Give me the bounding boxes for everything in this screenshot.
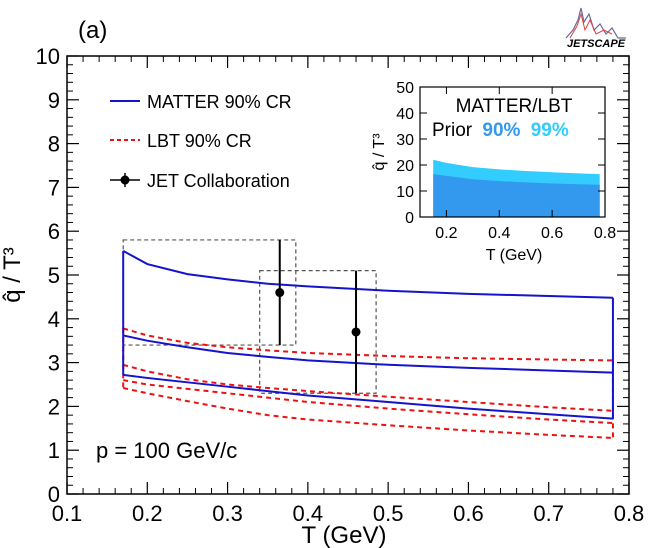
y-tick-label: 1 <box>48 438 60 463</box>
jet-data-point <box>351 327 361 337</box>
inset-band-90-label: 90% <box>482 120 520 141</box>
inset-frame <box>419 86 606 218</box>
x-tick-label: 0.5 <box>373 501 404 526</box>
inset-y-tick-label: 0 <box>405 210 414 227</box>
inset-prior-label: Prior 90% 99% <box>432 120 569 141</box>
inset-y-tick-label: 30 <box>396 132 414 149</box>
inset-plot: 0.2 0.4 0.6 0.8 0 10 20 30 40 50 MATTER/LBT Prior… <box>371 80 616 264</box>
jet-uncertainty-box <box>259 270 377 394</box>
inset-x-tick-label: 0.6 <box>541 225 563 242</box>
jetscape-logo: JETSCAPE <box>565 7 626 50</box>
main-axis-ticks: 0.1 0.2 0.3 0.4 0.5 0.6 0.7 0.8 1 2 3 4 5 6 7 8 9 10 <box>36 44 645 526</box>
jet-uncertainty-box <box>122 239 297 346</box>
lbt-curve-lower <box>122 387 613 439</box>
legend-lbt-label: LBT 90% CR <box>147 131 252 151</box>
inset-x-tick-label: 0.4 <box>488 225 510 242</box>
x-tick-label: 0.2 <box>132 501 163 526</box>
inset-y-tick-label: 50 <box>396 80 414 97</box>
logo-wave-red <box>569 12 613 39</box>
x-tick-label: 0.7 <box>533 501 564 526</box>
matter-curve-upper <box>122 250 613 299</box>
y-tick-label: 8 <box>48 132 60 157</box>
y-tick-label: 3 <box>48 351 60 376</box>
legend-jet-label: JET Collaboration <box>147 171 290 191</box>
inset-bands <box>433 159 600 217</box>
y-tick-label: 9 <box>48 88 60 113</box>
legend-jet-marker <box>120 175 130 185</box>
panel-label: (a) <box>78 17 107 44</box>
inset-x-tick-label: 0.8 <box>594 225 616 242</box>
y-tick-label: 6 <box>48 219 60 244</box>
inset-axis-ticks: 0.2 0.4 0.6 0.8 0 10 20 30 40 50 <box>396 80 616 242</box>
y-tick-label: 5 <box>48 263 60 288</box>
y-tick-0: 0 <box>48 482 60 507</box>
inset-prior-text: Prior <box>432 120 473 141</box>
inset-y-tick-label: 10 <box>396 184 414 201</box>
lbt-curve-mid_lower <box>123 379 613 425</box>
momentum-annotation: p = 100 GeV/c <box>96 438 237 463</box>
legend: MATTER 90% CR LBT 90% CR JET Collaborati… <box>110 92 292 191</box>
logo-wave <box>565 7 626 39</box>
y-tick-label: 4 <box>48 307 60 332</box>
y-tick-label: 7 <box>48 175 60 200</box>
y-tick-label: 10 <box>36 44 60 69</box>
x-tick-label: 0.8 <box>614 501 645 526</box>
y-axis-label: q̂ / T³ <box>0 247 26 303</box>
inset-band-90 <box>433 174 600 217</box>
inset-y-tick-label: 40 <box>396 106 414 123</box>
inset-x-axis-label: T (GeV) <box>486 247 543 264</box>
x-axis-label: T (GeV) <box>302 522 387 548</box>
y-tick-label: 2 <box>48 394 60 419</box>
main-plot-area <box>122 239 614 439</box>
lbt-curve-mid_upper <box>122 363 613 412</box>
matter-curve-lower <box>123 373 614 420</box>
x-tick-label: 0.6 <box>453 501 484 526</box>
inset-x-tick-label: 0.2 <box>435 225 457 242</box>
x-tick-label: 0.3 <box>212 501 243 526</box>
matter-curve-middle <box>122 334 613 374</box>
inset-y-axis-label: q̂ / T³ <box>371 133 388 171</box>
jet-data-point <box>275 288 285 298</box>
x-tick-label: 0.1 <box>52 501 83 526</box>
inset-title: MATTER/LBT <box>456 96 573 117</box>
logo-text: JETSCAPE <box>567 38 626 50</box>
legend-matter-label: MATTER 90% CR <box>147 92 292 112</box>
x-tick-label: 0.4 <box>293 501 324 526</box>
lbt-curve-upper <box>122 327 613 362</box>
inset-band-99-label: 99% <box>531 120 569 141</box>
inset-y-tick-label: 20 <box>396 158 414 175</box>
